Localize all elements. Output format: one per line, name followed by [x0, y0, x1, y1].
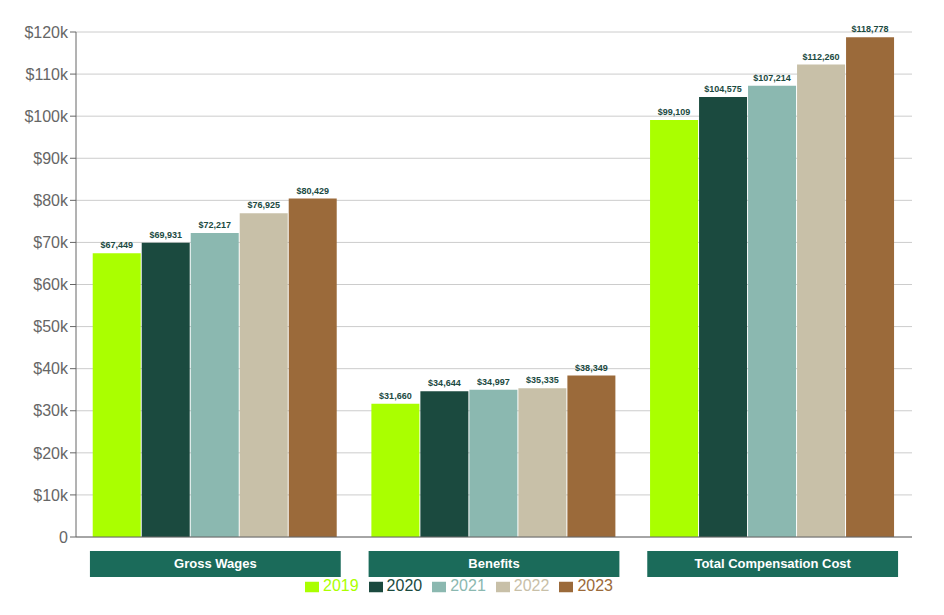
html-text:2020: 2020	[386, 577, 423, 594]
svg-text:$100k: $100k	[24, 108, 69, 125]
svg-text:$118,778: $118,778	[852, 24, 889, 34]
svg-text:$30k: $30k	[33, 402, 69, 419]
svg-text:$10k: $10k	[33, 487, 69, 504]
svg-text:$35,335: $35,335	[526, 375, 559, 385]
svg-text:$80,429: $80,429	[296, 186, 329, 196]
svg-text:$90k: $90k	[33, 150, 69, 167]
svg-text:$69,931: $69,931	[149, 230, 182, 240]
svg-text:$104,575: $104,575	[704, 84, 742, 94]
svg-text:$34,997: $34,997	[477, 377, 510, 387]
svg-text:$38,349: $38,349	[575, 363, 608, 373]
svg-text:$34,644: $34,644	[428, 378, 461, 388]
svg-text:$31,660: $31,660	[379, 391, 412, 401]
svg-text:Gross Wages: Gross Wages	[174, 556, 257, 571]
html-text:2023: 2023	[577, 577, 613, 594]
svg-text:Benefits: Benefits	[468, 556, 519, 571]
svg-text:$50k: $50k	[33, 318, 69, 335]
svg-text:$67,449: $67,449	[100, 240, 133, 250]
svg-text:$76,925: $76,925	[247, 200, 280, 210]
html-text:2021: 2021	[450, 577, 486, 594]
html-text:2022: 2022	[513, 577, 550, 594]
svg-text:$20k: $20k	[33, 445, 69, 462]
svg-text:$110k: $110k	[26, 66, 69, 83]
svg-text:$80k: $80k	[33, 192, 69, 209]
svg-text:0: 0	[59, 529, 68, 546]
svg-text:$72,217: $72,217	[198, 220, 231, 230]
svg-text:$112,260: $112,260	[803, 52, 840, 62]
svg-text:$99,109: $99,109	[658, 107, 691, 117]
svg-text:$120k: $120k	[24, 24, 69, 41]
svg-text:$40k: $40k	[33, 360, 69, 377]
svg-text:$60k: $60k	[33, 276, 69, 293]
html-text:2019: 2019	[323, 577, 359, 594]
svg-text:$107,214: $107,214	[753, 73, 791, 83]
svg-text:$70k: $70k	[33, 234, 69, 251]
svg-text:Total Compensation Cost: Total Compensation Cost	[694, 556, 851, 571]
